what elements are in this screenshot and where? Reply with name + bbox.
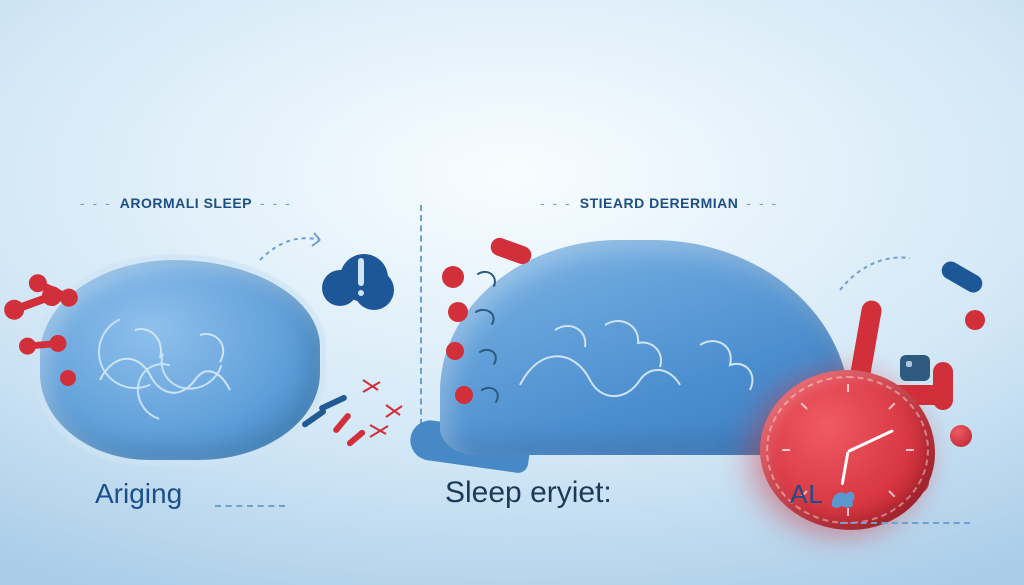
top-label-left: - - - Arormali Sleep - - - <box>80 195 292 211</box>
right-scribble-icon <box>470 268 550 418</box>
left-blob-scribble <box>80 300 280 430</box>
red-dot-icon <box>448 302 468 322</box>
top-label-right-text: Stieard derermian <box>580 195 739 211</box>
red-dot-icon <box>60 370 76 386</box>
red-dot-icon <box>446 342 464 360</box>
red-dot-icon <box>950 425 972 447</box>
left-blob <box>40 260 320 460</box>
top-label-right: - - - Stieard derermian - - - <box>540 195 778 211</box>
top-label-left-text: Arormali Sleep <box>120 195 252 211</box>
stick-icon <box>318 394 348 412</box>
dashed-arrow-icon <box>830 240 950 310</box>
red-dot-icon <box>442 266 464 288</box>
stick-icon <box>332 412 352 434</box>
bottom-label-left: Ariging <box>95 478 182 510</box>
infographic-canvas: - - - Arormali Sleep - - - - - - Stieard… <box>0 0 1024 585</box>
chip-icon <box>900 355 930 381</box>
tiny-logo-icon <box>828 484 858 510</box>
bottom-label-center: Sleep eryiet: <box>445 476 612 510</box>
red-scribble-icon <box>358 370 418 450</box>
vertical-divider <box>420 205 422 435</box>
under-dash <box>840 522 970 524</box>
exclamation-icon <box>358 258 364 286</box>
red-dot-icon <box>965 310 985 330</box>
bottom-label-right: AL <box>790 479 824 510</box>
under-dash <box>215 505 285 507</box>
exclaim-bubble <box>320 250 395 310</box>
